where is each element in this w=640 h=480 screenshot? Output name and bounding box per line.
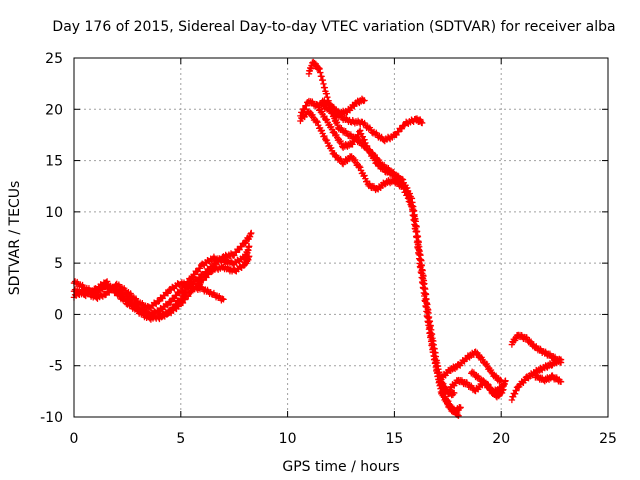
data-point bbox=[185, 293, 192, 300]
data-point bbox=[361, 172, 368, 179]
data-point bbox=[175, 303, 182, 310]
data-point bbox=[497, 376, 504, 384]
data-point bbox=[314, 119, 321, 126]
x-tick-label: 10 bbox=[279, 431, 297, 447]
x-tick-label: 15 bbox=[385, 431, 403, 447]
y-tick-label: -10 bbox=[40, 410, 63, 426]
y-axis-label: SDTVAR / TECUs bbox=[7, 181, 23, 296]
data-point bbox=[327, 144, 335, 152]
series-track-3 bbox=[70, 279, 227, 312]
data-point bbox=[208, 268, 215, 276]
series-track-14 bbox=[508, 355, 565, 404]
data-point bbox=[457, 404, 464, 411]
data-point bbox=[500, 386, 507, 393]
y-tick-label: 20 bbox=[45, 102, 63, 118]
series-track-9 bbox=[318, 95, 368, 118]
data-point bbox=[361, 97, 368, 104]
chart-title: Day 176 of 2015, Sidereal Day-to-day VTE… bbox=[52, 19, 615, 35]
y-tick-label: -5 bbox=[49, 359, 63, 375]
data-point bbox=[248, 229, 255, 237]
data-point bbox=[321, 132, 328, 140]
y-tick-label: 0 bbox=[54, 307, 63, 323]
series-track-8 bbox=[316, 100, 426, 145]
series-track-15 bbox=[532, 372, 565, 386]
x-axis-label: GPS time / hours bbox=[282, 459, 399, 475]
data-point bbox=[327, 123, 335, 130]
x-tick-label: 20 bbox=[492, 431, 510, 447]
data-point bbox=[220, 296, 227, 303]
data-point bbox=[155, 298, 162, 305]
data-point bbox=[357, 127, 364, 134]
data-point bbox=[164, 290, 172, 297]
y-tick-label: 15 bbox=[45, 154, 63, 170]
data-point bbox=[245, 253, 253, 260]
data-point bbox=[196, 280, 204, 288]
data-point bbox=[313, 117, 320, 125]
x-tick-label: 25 bbox=[599, 431, 617, 447]
data-point bbox=[187, 289, 194, 297]
data-point bbox=[394, 172, 402, 180]
plot-frame bbox=[73, 57, 609, 418]
data-point bbox=[112, 288, 119, 296]
data-point bbox=[557, 356, 565, 363]
axis-tick-labels: 0 5 10 15 20 25 -10 -5 0 5 10 15 20 25 bbox=[40, 51, 617, 447]
data-point bbox=[455, 412, 462, 419]
data-point bbox=[179, 299, 187, 307]
data-point bbox=[323, 116, 331, 123]
data-point bbox=[361, 136, 368, 143]
y-tick-label: 25 bbox=[45, 51, 63, 67]
data-point bbox=[303, 102, 310, 109]
x-tick-label: 5 bbox=[176, 431, 185, 447]
data-point bbox=[218, 256, 225, 264]
data-point bbox=[196, 265, 204, 272]
series-track-12 bbox=[468, 368, 507, 401]
y-tick-label: 5 bbox=[54, 256, 63, 272]
data-point bbox=[245, 243, 253, 250]
data-point bbox=[323, 136, 331, 144]
data-point bbox=[298, 109, 306, 116]
data-points bbox=[70, 58, 565, 419]
data-point bbox=[357, 164, 364, 171]
data-point bbox=[181, 296, 189, 303]
data-point bbox=[400, 122, 408, 129]
series-track-4 bbox=[156, 253, 253, 323]
data-point bbox=[418, 119, 426, 127]
data-point bbox=[502, 377, 509, 384]
x-tick-label: 0 bbox=[70, 431, 79, 447]
y-tick-label: 10 bbox=[45, 205, 63, 221]
data-point bbox=[318, 127, 325, 134]
data-point bbox=[111, 284, 118, 292]
data-point bbox=[557, 378, 565, 386]
data-point bbox=[356, 162, 363, 170]
data-point bbox=[164, 301, 172, 309]
series-track-10 bbox=[438, 348, 505, 385]
data-point bbox=[451, 389, 458, 397]
series-track-7 bbox=[305, 58, 462, 419]
